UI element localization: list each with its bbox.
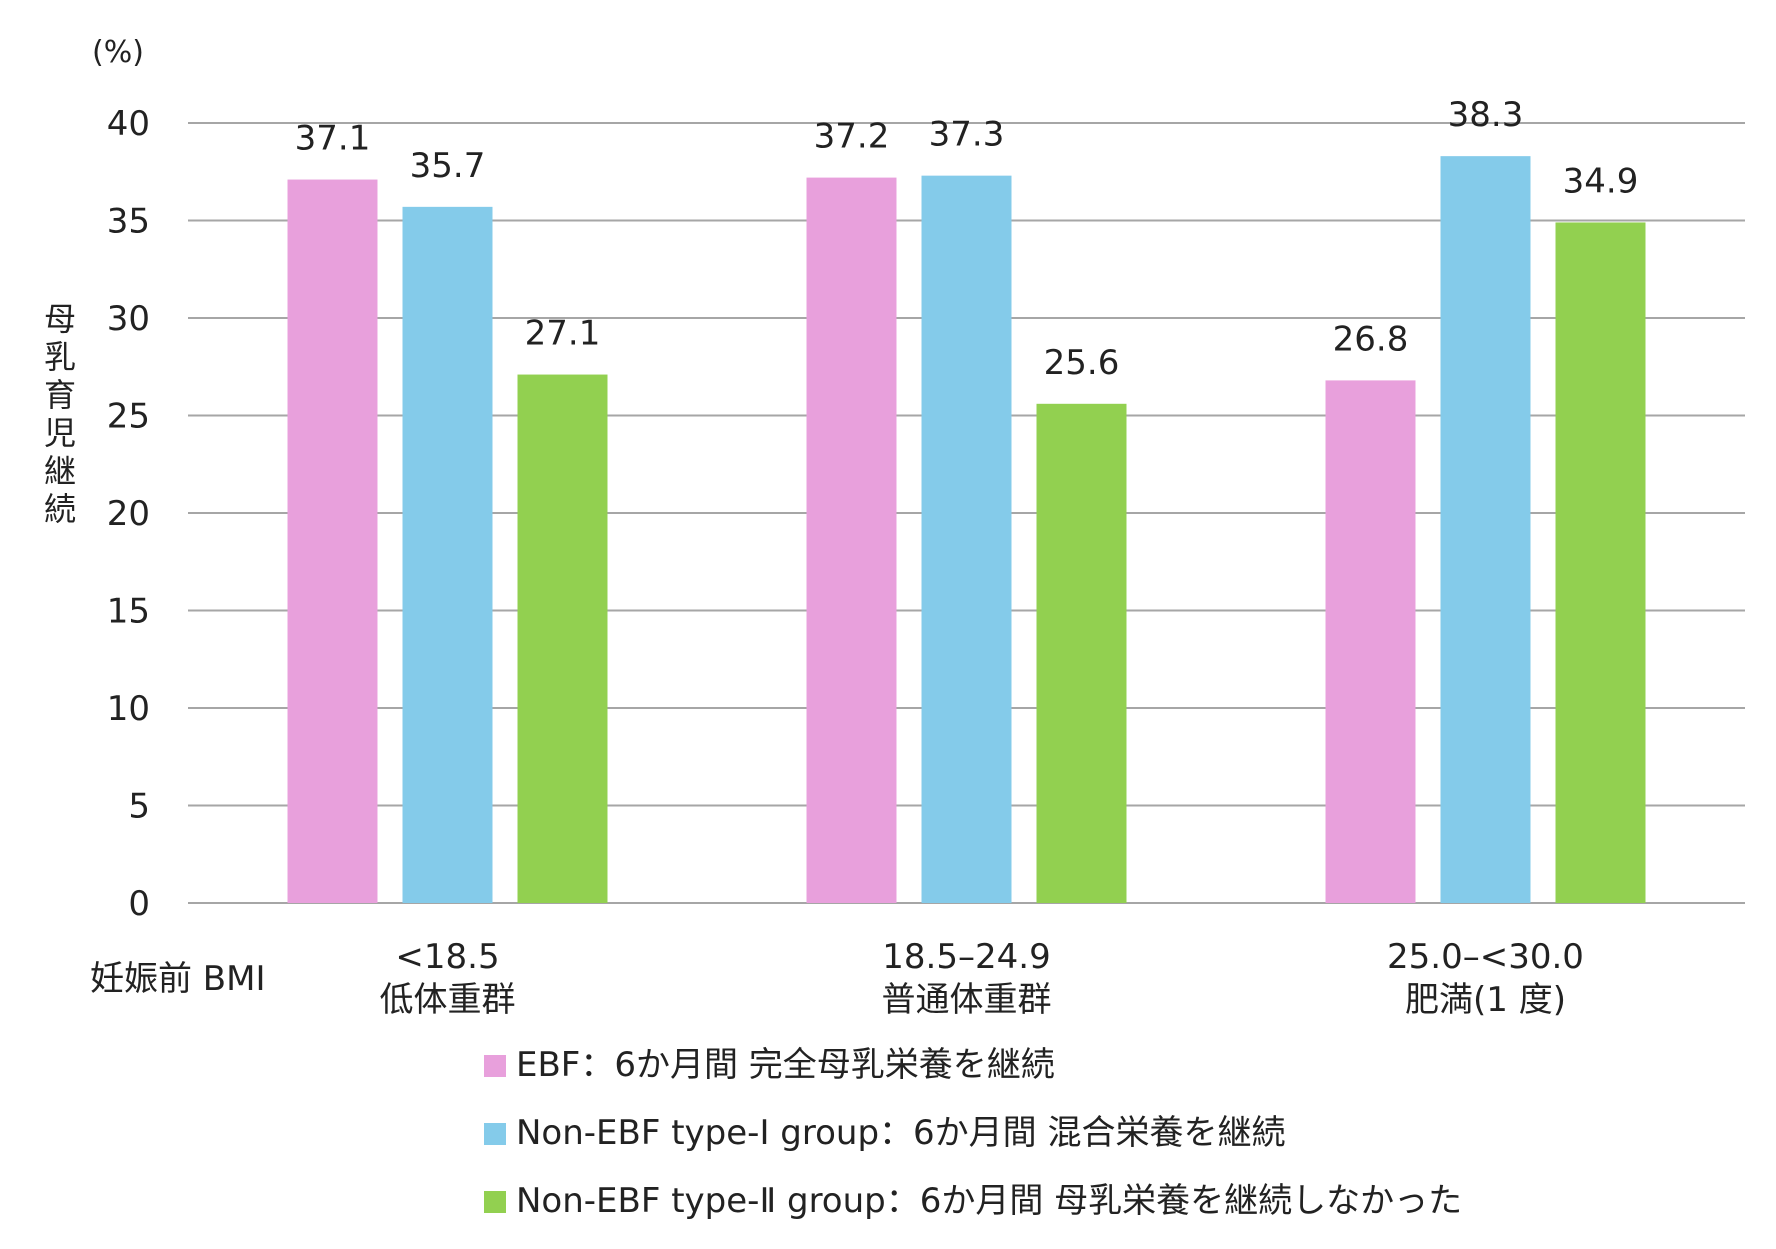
y-axis-title-char: 継 <box>44 452 76 490</box>
y-tick-label: 10 <box>107 689 150 729</box>
data-label: 38.3 <box>1448 95 1524 135</box>
category-label-line1: <18.5 <box>395 937 499 977</box>
y-tick-label: 5 <box>128 787 150 827</box>
y-tick-label: 30 <box>107 299 150 339</box>
data-label: 37.3 <box>929 115 1005 155</box>
y-tick-label: 40 <box>107 104 150 144</box>
data-label: 34.9 <box>1563 161 1639 201</box>
y-unit-label: (%) <box>92 35 144 70</box>
data-label: 37.2 <box>814 117 890 157</box>
category-label-line1: 25.0–<30.0 <box>1387 937 1584 977</box>
bar <box>921 175 1012 903</box>
bars <box>287 156 1646 904</box>
data-label: 26.8 <box>1333 319 1409 359</box>
y-tick-label: 0 <box>128 884 150 924</box>
bar <box>1555 222 1646 903</box>
category-label-line2: 普通体重群 <box>882 980 1052 1020</box>
y-axis-title-char: 続 <box>44 490 76 528</box>
data-label: 35.7 <box>410 146 486 186</box>
data-labels: 37.1 35.7 27.1 37.2 37.3 25.6 26.8 38.3 34.9 <box>295 95 1639 383</box>
legend-swatch <box>484 1055 506 1077</box>
legend-entry: Non-EBF type-Ⅱ group：6か月間 母乳栄養を継続しなかった <box>516 1181 1462 1221</box>
legend-entry: Non-EBF type-Ⅰ group：6か月間 混合栄養を継続 <box>516 1113 1285 1153</box>
bar <box>1325 380 1416 903</box>
x-axis-title: 妊娠前 BMI <box>90 959 266 999</box>
bar <box>287 179 378 904</box>
y-tick-label: 25 <box>107 397 150 437</box>
bar <box>1036 403 1127 903</box>
bar <box>1440 156 1531 903</box>
bar <box>402 206 493 904</box>
category-label-line1: 18.5–24.9 <box>882 937 1050 977</box>
data-label: 27.1 <box>525 314 601 354</box>
y-tick-label: 15 <box>107 592 150 632</box>
data-label: 37.1 <box>295 119 371 159</box>
legend-swatch <box>484 1191 506 1213</box>
y-tick-label: 35 <box>107 202 150 242</box>
bar <box>806 177 897 904</box>
legend-entry: EBF：6か月間 完全母乳栄養を継続 <box>516 1045 1055 1085</box>
legend-swatch <box>484 1123 506 1145</box>
y-axis-title-char: 乳 <box>44 338 76 376</box>
y-tick-labels: 0 5 10 15 20 25 30 35 40 <box>107 104 150 924</box>
y-tick-label: 20 <box>107 494 150 534</box>
data-label: 25.6 <box>1044 343 1120 383</box>
bar <box>517 374 608 903</box>
y-axis-title-char: 児 <box>44 414 76 452</box>
category-label-line2: 肥満(1 度) <box>1405 980 1566 1020</box>
y-axis-title-char: 母 <box>44 300 76 338</box>
y-axis-title-char: 育 <box>44 376 76 414</box>
category-label-line2: 低体重群 <box>380 980 516 1020</box>
legend: EBF：6か月間 完全母乳栄養を継続 Non-EBF type-Ⅰ group：6… <box>484 1045 1462 1221</box>
